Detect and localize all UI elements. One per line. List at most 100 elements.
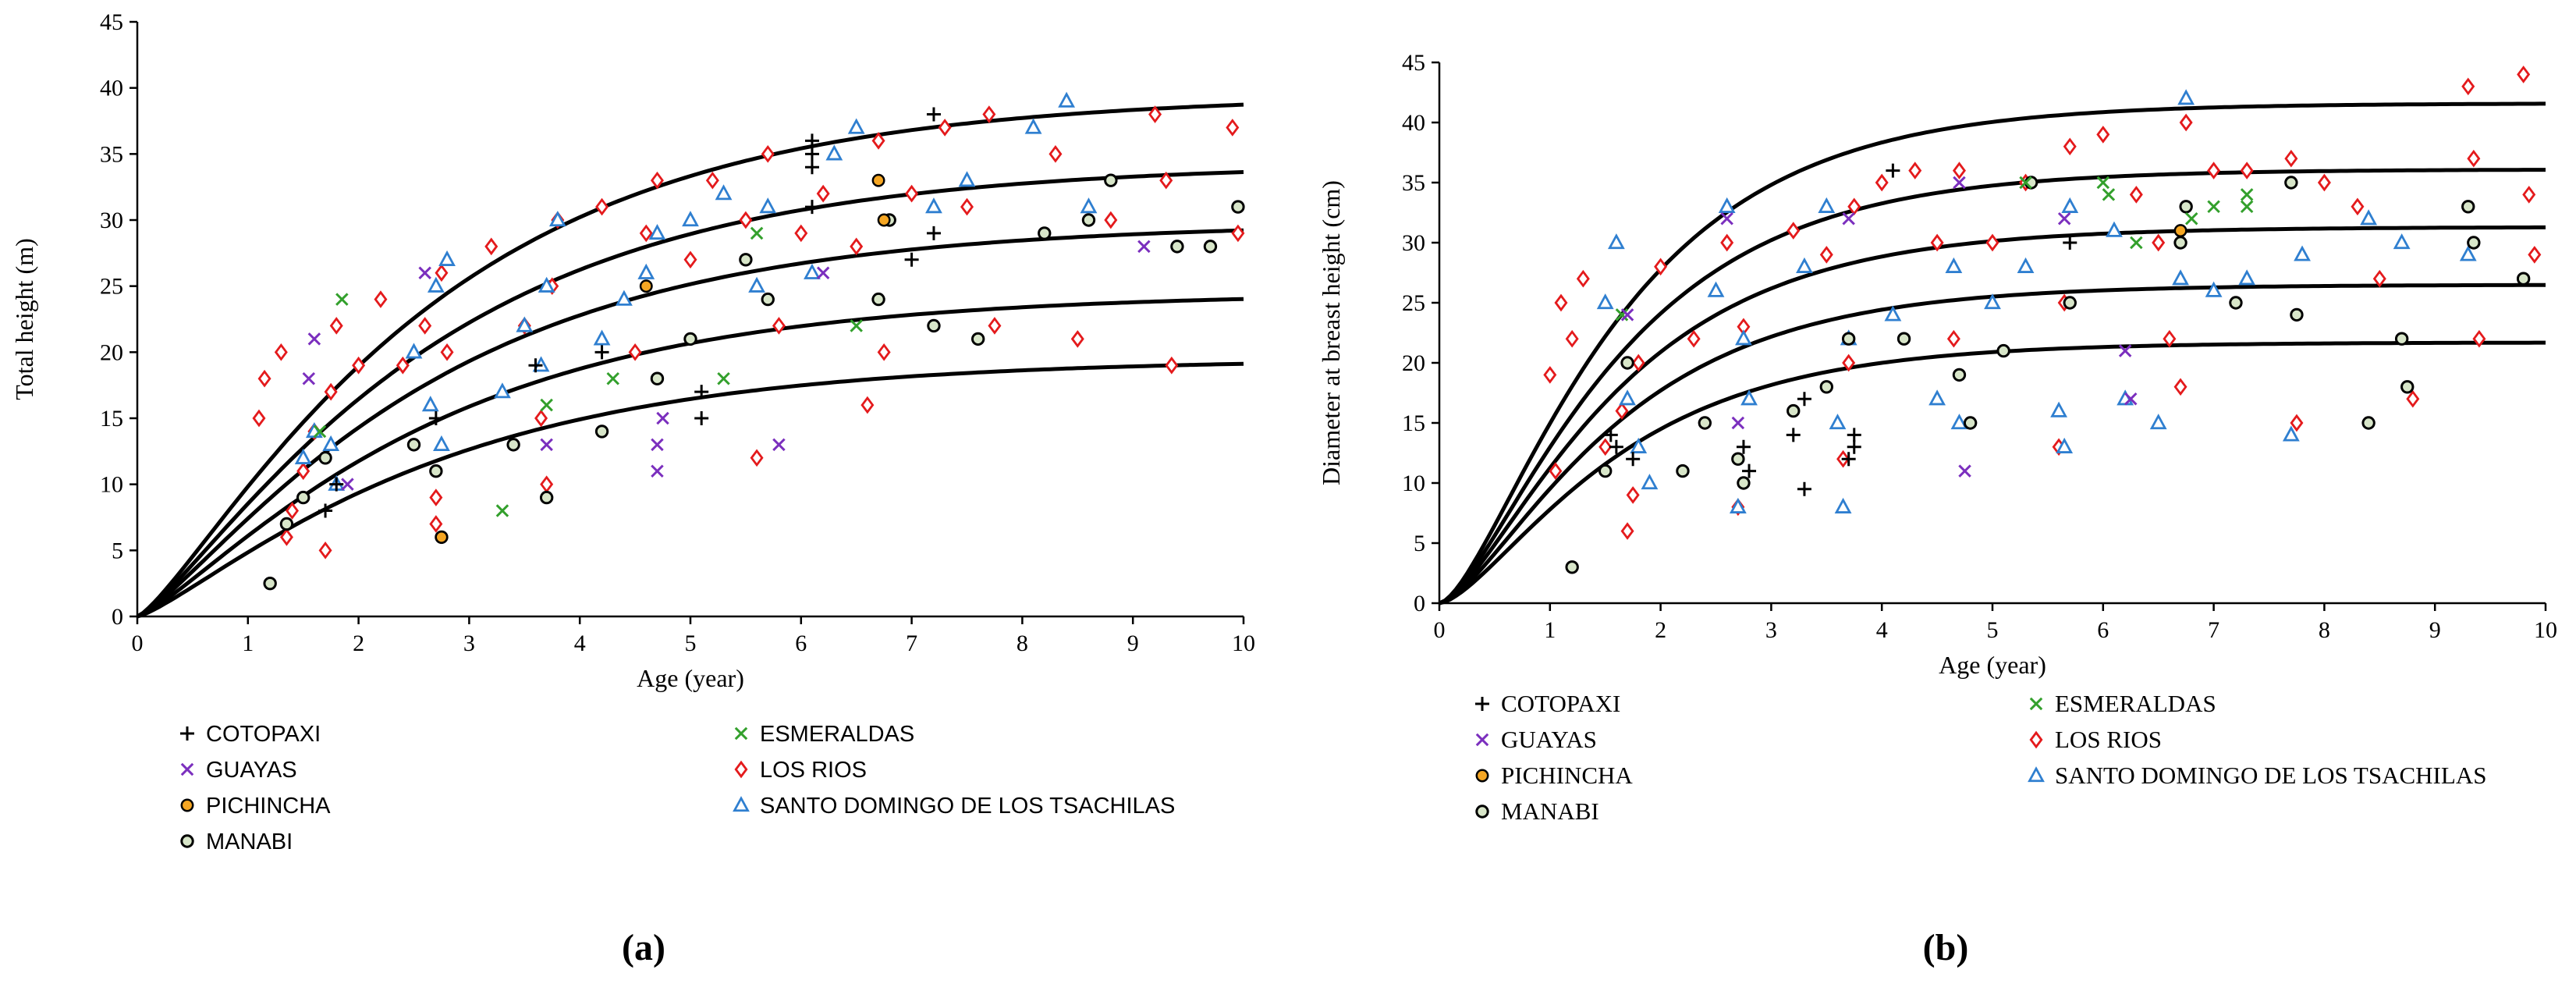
site-index-curve xyxy=(1439,168,2546,606)
data-point-los-rios xyxy=(905,184,919,203)
data-point-santo-domingo-de-los-tsachilas xyxy=(1630,437,1648,453)
data-point-santo-domingo-de-los-tsachilas xyxy=(958,171,976,187)
data-point-manabi xyxy=(761,292,775,307)
y-tick-label: 30 xyxy=(100,208,123,233)
y-tick-label: 15 xyxy=(1402,410,1425,436)
data-point-manabi xyxy=(2394,332,2409,346)
data-point-los-rios xyxy=(2207,162,2221,179)
data-point-guayas xyxy=(2057,211,2071,226)
data-point-santo-domingo-de-los-tsachilas xyxy=(1058,91,1076,108)
x-tick-label: 5 xyxy=(1987,617,1999,643)
data-point-santo-domingo-de-los-tsachilas xyxy=(759,197,777,214)
data-point-santo-domingo-de-los-tsachilas xyxy=(2177,89,2195,105)
data-point-los-rios xyxy=(761,144,775,163)
data-point-cotopaxi xyxy=(1797,392,1811,407)
data-point-santo-domingo-de-los-tsachilas xyxy=(1950,414,1968,430)
data-point-los-rios xyxy=(257,369,271,388)
data-point-santo-domingo-de-los-tsachilas xyxy=(1707,281,1725,297)
data-point-los-rios xyxy=(1687,329,1701,348)
data-point-guayas xyxy=(2124,392,2138,406)
data-point-guayas xyxy=(1731,416,1745,430)
data-point-santo-domingo-de-los-tsachilas xyxy=(2149,414,2167,430)
data-point-los-rios xyxy=(2179,113,2193,132)
data-point-cotopaxi xyxy=(694,411,709,425)
legend-label-los-rios: LOS RIOS xyxy=(2055,726,2162,753)
data-point-manabi xyxy=(1565,560,1579,574)
data-point-santo-domingo-de-los-tsachilas xyxy=(1834,497,1852,513)
legend-marker-guayas xyxy=(180,762,194,776)
data-point-cotopaxi xyxy=(1786,428,1801,442)
data-point-los-rios xyxy=(540,475,554,494)
data-point-manabi xyxy=(279,517,294,531)
data-point-santo-domingo-de-los-tsachilas xyxy=(433,435,450,452)
data-point-los-rios xyxy=(2290,414,2304,432)
data-point-santo-domingo-de-los-tsachilas xyxy=(1740,389,1758,406)
y-tick-label: 25 xyxy=(1402,290,1425,316)
data-point-los-rios xyxy=(1654,258,1668,276)
data-point-santo-domingo-de-los-tsachilas xyxy=(538,276,555,293)
data-point-los-rios xyxy=(1631,353,1645,372)
data-point-los-rios xyxy=(2517,66,2531,83)
data-point-los-rios xyxy=(2152,233,2166,252)
data-point-los-rios xyxy=(1565,329,1579,348)
data-point-los-rios xyxy=(2173,378,2187,396)
data-point-manabi xyxy=(1104,173,1118,187)
data-point-manabi xyxy=(2063,296,2077,310)
data-point-cotopaxi xyxy=(926,107,941,122)
data-point-esmeraldas xyxy=(2184,211,2198,226)
site-index-curve xyxy=(136,102,1244,619)
data-point-santo-domingo-de-los-tsachilas xyxy=(2360,209,2378,226)
data-point-santo-domingo-de-los-tsachilas xyxy=(1718,197,1736,213)
data-point-los-rios xyxy=(683,250,697,269)
y-tick-label: 0 xyxy=(112,604,123,630)
data-point-manabi xyxy=(970,332,985,346)
data-point-los-rios xyxy=(352,356,366,375)
data-point-guayas xyxy=(302,371,316,385)
data-point-santo-domingo-de-los-tsachilas xyxy=(2017,257,2035,273)
data-point-los-rios xyxy=(2284,149,2298,168)
data-point-pichincha xyxy=(877,213,891,227)
data-point-manabi xyxy=(1620,356,1634,370)
data-point-los-rios xyxy=(1930,233,1944,252)
data-point-manabi xyxy=(1952,368,1967,382)
y-tick-label: 15 xyxy=(100,406,123,432)
data-point-manabi xyxy=(539,490,554,505)
x-tick-label: 2 xyxy=(353,630,364,656)
data-point-los-rios xyxy=(595,197,609,216)
data-point-los-rios xyxy=(429,488,443,506)
data-point-cotopaxi xyxy=(1603,428,1618,442)
y-tick-label: 45 xyxy=(100,9,123,35)
legend-label-cotopaxi: COTOPAXI xyxy=(1501,690,1620,717)
data-point-manabi xyxy=(2516,272,2531,286)
y-tick-label: 10 xyxy=(1402,471,1425,496)
data-point-los-rios xyxy=(2522,186,2536,204)
data-point-los-rios xyxy=(2472,329,2486,348)
data-point-los-rios xyxy=(279,528,293,546)
data-point-los-rios xyxy=(2317,173,2331,192)
data-point-manabi xyxy=(318,451,332,465)
data-point-santo-domingo-de-los-tsachilas xyxy=(2459,245,2477,261)
data-point-los-rios xyxy=(850,237,864,256)
data-point-los-rios xyxy=(435,264,449,282)
y-tick-label: 45 xyxy=(1402,50,1425,76)
data-point-santo-domingo-de-los-tsachilas xyxy=(2393,233,2411,250)
data-point-santo-domingo-de-los-tsachilas xyxy=(925,197,942,214)
data-point-guayas xyxy=(1720,211,1733,226)
x-tick-label: 2 xyxy=(1655,617,1666,643)
legend-label-santo-domingo-de-los-tsachilas: SANTO DOMINGO DE LOS TSACHILAS xyxy=(2055,762,2486,789)
y-tick-label: 40 xyxy=(100,76,123,101)
x-tick-label: 7 xyxy=(906,630,917,656)
data-point-cotopaxi xyxy=(1847,439,1861,454)
data-point-los-rios xyxy=(794,224,808,243)
data-point-manabi xyxy=(1170,240,1184,254)
y-axis-title: Total height (m) xyxy=(10,238,38,400)
x-tick-label: 10 xyxy=(2534,617,2557,643)
data-point-los-rios xyxy=(1543,366,1557,384)
data-point-cotopaxi xyxy=(594,345,609,360)
x-tick-label: 4 xyxy=(1876,617,1888,643)
legend-label-manabi: MANABI xyxy=(206,829,293,854)
data-point-cotopaxi xyxy=(904,252,919,267)
data-point-santo-domingo-de-los-tsachilas xyxy=(494,382,511,399)
legend-marker-manabi xyxy=(1475,805,1489,819)
